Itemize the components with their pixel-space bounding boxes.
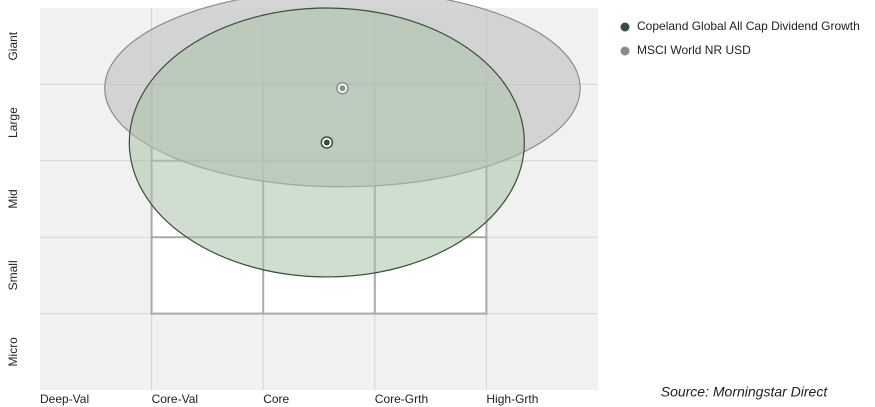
y-tick-label: Small (6, 260, 20, 290)
y-tick-label: Large (6, 107, 20, 138)
x-tick-label: High-Grth (486, 392, 538, 406)
x-tick-label: Deep-Val (40, 392, 89, 406)
y-tick-label: Giant (6, 31, 20, 60)
centroid-dot (339, 85, 346, 92)
legend-label: Copeland Global All Cap Dividend Growth (637, 19, 860, 33)
x-tick-label: Core-Grth (375, 392, 428, 406)
y-tick-label: Mid (6, 189, 20, 208)
legend-label: MSCI World NR USD (637, 43, 751, 57)
source-note: Source: Morningstar Direct (661, 384, 829, 400)
x-tick-label: Core-Val (152, 392, 198, 406)
x-tick-label: Core (263, 392, 289, 406)
y-tick-label: Micro (6, 337, 20, 367)
centroid-dot (323, 139, 330, 146)
legend-marker (620, 46, 630, 56)
legend-marker (620, 22, 630, 32)
